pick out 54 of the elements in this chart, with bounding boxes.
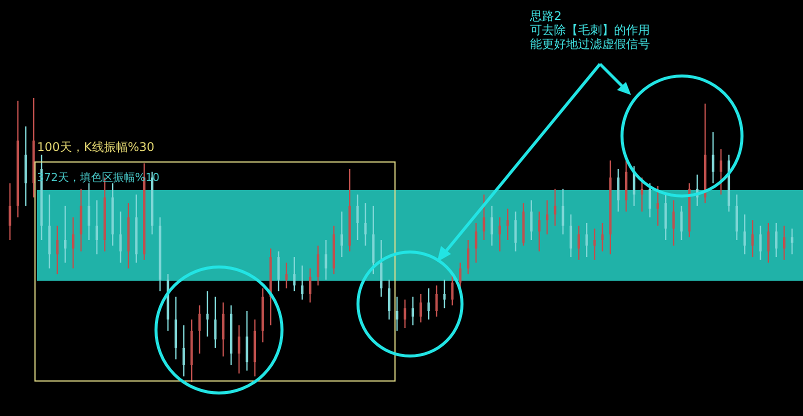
- candlestick: [88, 182, 90, 241]
- candlestick: [8, 182, 12, 241]
- candlestick: [340, 210, 343, 258]
- candlestick: [388, 279, 390, 320]
- candlestick: [514, 210, 517, 252]
- candlestick: [617, 168, 620, 212]
- candlestick: [743, 214, 746, 255]
- candlestick: [570, 214, 572, 258]
- candlestick: [293, 256, 296, 292]
- text: 可去除【毛刺】的作用: [530, 23, 650, 37]
- candlestick: [672, 200, 675, 246]
- candlestick: [182, 324, 185, 377]
- candlestick: [412, 296, 414, 326]
- candlestick: [72, 216, 74, 270]
- text: 思路2: [529, 9, 562, 23]
- text: 能更好地过滤虚假信号: [530, 37, 650, 51]
- candlestick: [64, 205, 66, 264]
- candlestick: [356, 194, 359, 241]
- candlestick: [554, 188, 556, 226]
- candlestick: [546, 200, 548, 235]
- candlestick: [632, 166, 636, 207]
- candlestick: [427, 288, 430, 320]
- candlestick: [530, 200, 533, 241]
- candlestick: [498, 216, 501, 252]
- candlestick: [435, 284, 438, 318]
- candlestick: [396, 296, 398, 332]
- candlestick: [506, 208, 509, 241]
- candlestick: [316, 245, 320, 286]
- candlestick: [420, 293, 422, 324]
- candlestick: [593, 228, 596, 261]
- candlestick: [214, 296, 217, 349]
- candlestick: [308, 268, 312, 304]
- candlestick: [206, 290, 209, 338]
- candlestick: [782, 225, 786, 261]
- candlestick: [790, 228, 794, 255]
- candlestick: [648, 182, 652, 218]
- candlestick: [474, 222, 478, 264]
- candlestick: [538, 210, 540, 252]
- candlestick: [451, 273, 454, 306]
- candlestick: [301, 264, 304, 300]
- candlestick: [578, 225, 580, 261]
- candlestick: [656, 185, 659, 226]
- candlestick: [712, 131, 714, 184]
- candlestick: [751, 219, 754, 258]
- candlestick: [56, 225, 59, 275]
- candlestick: [585, 222, 588, 258]
- candlestick: [96, 200, 98, 255]
- candlestick: [490, 205, 494, 246]
- candlestick: [775, 222, 778, 258]
- annotation: 100天，K线振幅%30: [37, 140, 154, 154]
- candlestick: [277, 250, 280, 292]
- candlestick: [466, 239, 470, 275]
- candlestick: [767, 222, 770, 264]
- candlestick: [459, 262, 462, 289]
